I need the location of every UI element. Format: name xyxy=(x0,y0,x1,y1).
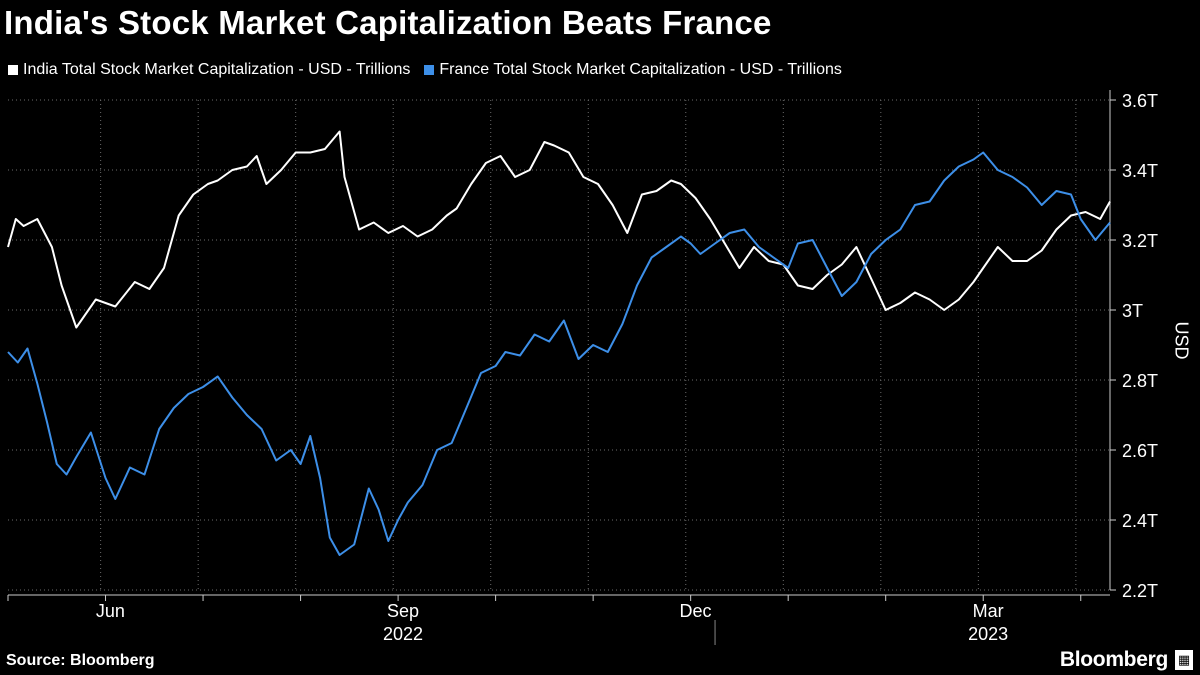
source-note: Source: Bloomberg xyxy=(6,652,155,669)
x-tick-label: Sep xyxy=(387,601,419,621)
series-line-france xyxy=(7,151,1111,556)
legend-label-france: France Total Stock Market Capitalization… xyxy=(439,61,842,78)
x-year-label: 2023 xyxy=(968,624,1008,644)
x-tick-label: Jun xyxy=(96,601,125,621)
legend-swatch-india xyxy=(8,65,18,75)
y-axis-label: USD xyxy=(1171,321,1192,360)
y-tick-label: 2.8T xyxy=(1122,371,1158,391)
chart-title: India's Stock Market Capitalization Beat… xyxy=(4,4,772,41)
grid xyxy=(8,99,1110,591)
y-tick-label: 3.6T xyxy=(1122,91,1158,111)
x-tick-label: Dec xyxy=(680,601,712,621)
legend-label-india: India Total Stock Market Capitalization … xyxy=(23,61,411,78)
series-layer xyxy=(7,130,1111,556)
y-tick-label: 2.4T xyxy=(1122,511,1158,531)
y-tick-label: 3.2T xyxy=(1122,231,1158,251)
bloomberg-badge-icon: ▦ xyxy=(1175,650,1193,670)
bloomberg-logo: Bloomberg xyxy=(1059,648,1168,671)
legend: India Total Stock Market Capitalization … xyxy=(8,61,842,79)
legend-item-france: France Total Stock Market Capitalization… xyxy=(424,61,842,79)
y-tick-label: 2.2T xyxy=(1122,581,1158,601)
legend-swatch-france xyxy=(424,65,435,75)
legend-item-india: India Total Stock Market Capitalization … xyxy=(8,61,410,79)
axes: 2.2T 2.4T 2.6T 2.8T 3T 3.2T 3.4T 3.6T Jun Sep Dec M… xyxy=(7,90,1158,645)
y-tick-label: 3T xyxy=(1122,301,1143,321)
y-tick-label: 2.6T xyxy=(1122,441,1158,461)
x-tick-label: Mar xyxy=(973,601,1004,621)
series-line-india xyxy=(7,130,1111,329)
x-year-label: 2022 xyxy=(383,624,423,644)
y-tick-label: 3.4T xyxy=(1122,161,1158,181)
